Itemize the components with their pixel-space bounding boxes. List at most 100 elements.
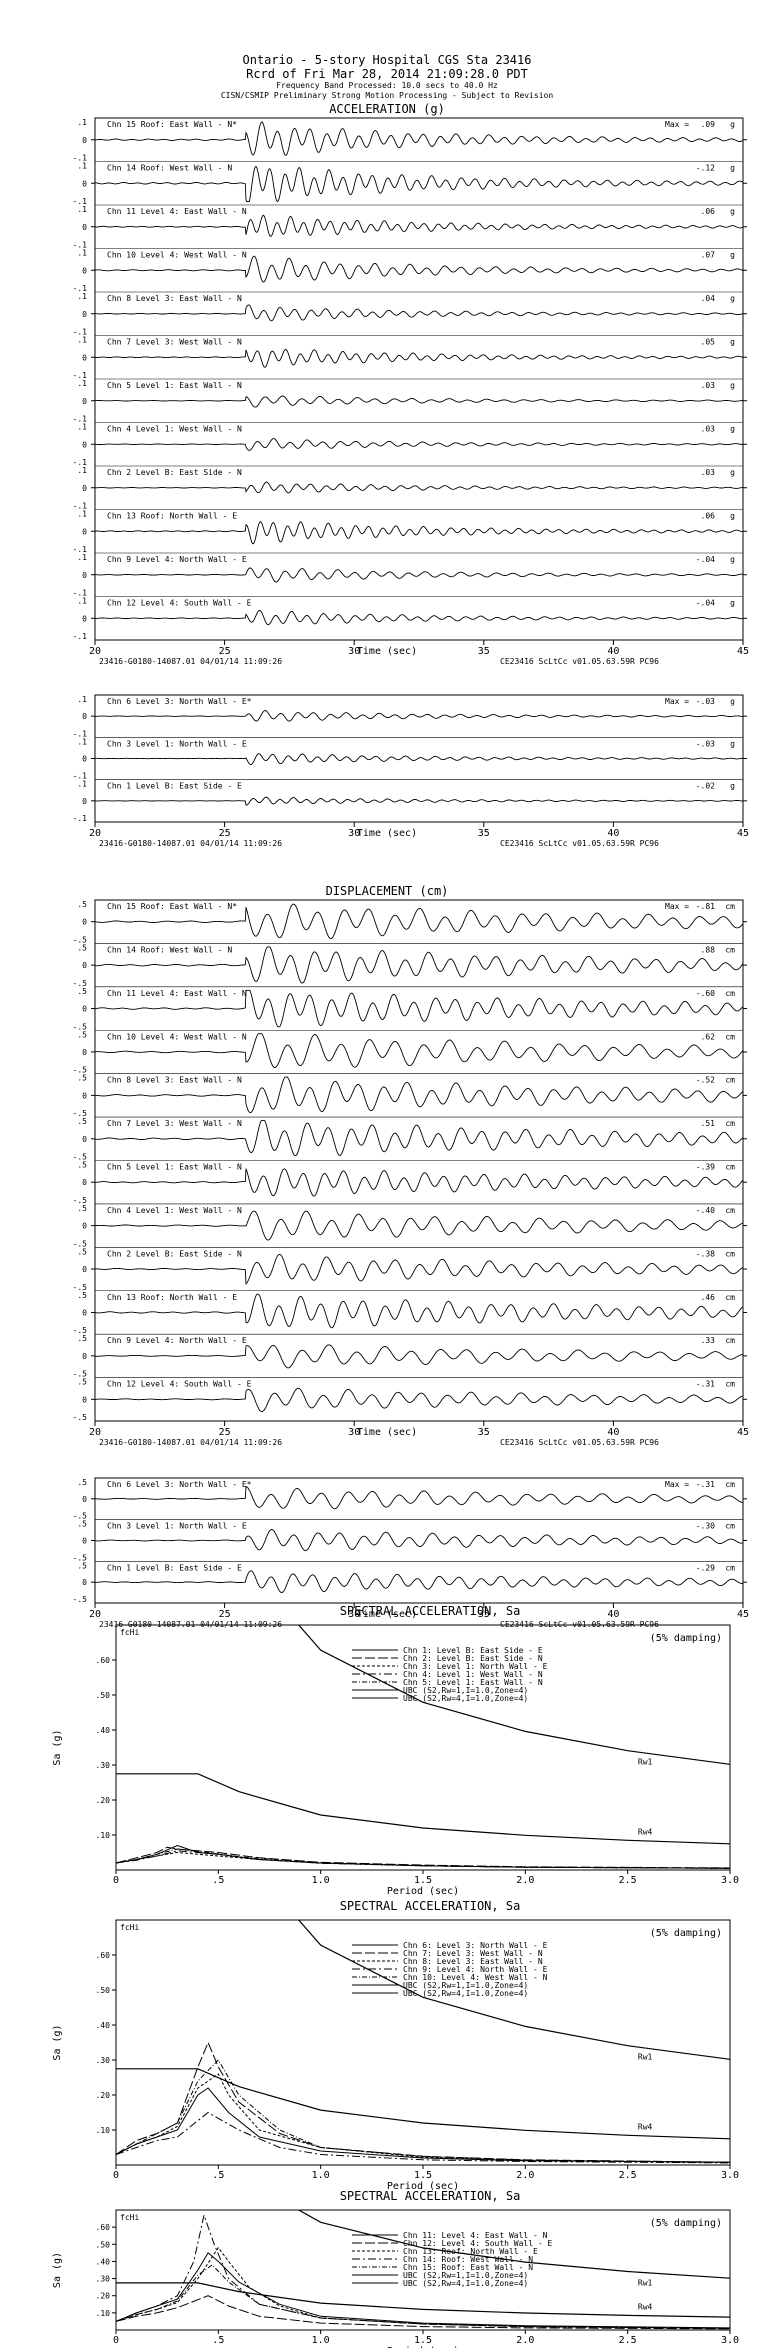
x-tick-label: 2.5 — [619, 1875, 637, 1886]
channel-label: Chn 12 Level 4: South Wall - E — [107, 1380, 252, 1389]
y-tick-label-bottom: -.1 — [73, 371, 88, 380]
waveform-line — [94, 438, 743, 451]
peak-unit: cm — [725, 1480, 735, 1489]
trace-row-chn-14-roof-west-wall-n: .5 0 -.5 Chn 14 Roof: West Wall - N .88 cm — [73, 943, 747, 988]
trace-row-chn-8-level-3-east-wall-n: .5 0 -.5 Chn 8 Level 3: East Wall - N -.52 cm — [73, 1073, 747, 1118]
peak-value: .51 — [701, 1119, 716, 1128]
peak-value: .03 — [701, 381, 716, 390]
x-tick-label: 40 — [607, 646, 619, 657]
ubc-rw1-curve — [297, 1920, 730, 2060]
peak-value: -.31 — [696, 1380, 715, 1389]
channel-label: Chn 14 Roof: West Wall - N — [107, 945, 232, 954]
y-tick-label: .20 — [96, 1796, 111, 1805]
y-tick-label-zero: 0 — [82, 755, 87, 764]
waveform-line — [95, 1344, 744, 1369]
peak-unit: g — [730, 555, 735, 564]
trace-row-chn-10-level-4-west-wall-n: .5 0 -.5 Chn 10 Level 4: West Wall - N .62 cm — [73, 1029, 747, 1075]
trace-row-chn-2-level-b-east-side-n: .1 0 -.1 Chn 2 Level B: East Side - N .03 g — [73, 465, 747, 511]
peak-unit: cm — [725, 1119, 735, 1128]
x-tick-label: 35 — [478, 828, 490, 839]
peak-unit: g — [730, 120, 735, 129]
y-tick-label-top: .1 — [77, 597, 87, 606]
legend-entry: UBC (S2,Rw=1,I=1.0,Zone=4) — [403, 2271, 528, 2280]
x-tick-label: 35 — [478, 1427, 490, 1438]
y-tick-label: .10 — [96, 2126, 111, 2135]
x-tick-label: 0 — [113, 2170, 119, 2181]
trace-row-chn-9-level-4-north-wall-e: .1 0 -.1 Chn 9 Level 4: North Wall - E -.04 g — [73, 552, 747, 598]
peak-unit: g — [730, 468, 735, 477]
ubc-rw4-curve — [116, 1773, 730, 1845]
y-tick-label: .40 — [96, 2257, 111, 2266]
y-tick-label-top: .1 — [77, 118, 87, 127]
legend-entry: UBC (S2,Rw=4,I=1.0,Zone=4) — [403, 1694, 528, 1703]
y-tick-label-bottom: -.1 — [73, 284, 88, 293]
y-tick-label: .40 — [96, 2021, 111, 2030]
trace-row-chn-5-level-1-east-wall-n: .1 0 -.1 Chn 5 Level 1: East Wall - N .03 g — [73, 378, 747, 424]
channel-label: Chn 11 Level 4: East Wall - N — [107, 989, 247, 998]
channel-label: Chn 1 Level B: East Side - E — [107, 1563, 242, 1572]
damping-note: (5% damping) — [650, 1633, 722, 1644]
channel-label: Chn 8 Level 3: East Wall - N — [107, 294, 242, 303]
spectrum-curve-3 — [116, 2073, 730, 2164]
x-tick-label: 1.5 — [414, 2170, 432, 2181]
channel-label: Chn 7 Level 3: West Wall - N — [107, 338, 242, 347]
y-tick-label-top: .5 — [77, 1334, 87, 1343]
peak-unit: cm — [725, 1249, 735, 1258]
y-tick-label-top: .5 — [77, 1117, 87, 1126]
channel-label: Chn 15 Roof: East Wall - N* — [107, 902, 237, 911]
peak-unit: g — [730, 425, 735, 434]
legend-entry: Chn 3: Level 1: North Wall - E — [403, 1662, 548, 1671]
peak-value: -.39 — [696, 1163, 715, 1172]
channel-label: Chn 8 Level 3: East Wall - N — [107, 1076, 242, 1085]
y-tick-label-zero: 0 — [82, 1135, 87, 1144]
y-tick-label-bottom: -.1 — [73, 328, 88, 337]
y-tick-label: .50 — [96, 2240, 111, 2249]
waveform-line — [94, 521, 743, 545]
waveform-line — [95, 609, 744, 626]
trace-row-chn-13-roof-north-wall-e: .1 0 -.1 Chn 13 Roof: North Wall - E .06 g — [73, 509, 747, 554]
header-notice: CISN/CSMIP Preliminary Strong Motion Pro… — [221, 91, 554, 100]
y-tick-label-top: .1 — [77, 737, 87, 746]
channel-label: Chn 10 Level 4: West Wall - N — [107, 251, 247, 260]
trace-row-chn-15-roof-east-wall-n: .5 0 -.5 Chn 15 Roof: East Wall - N* Max = -.… — [73, 900, 747, 944]
x-tick-label: 20 — [89, 1609, 101, 1620]
trace-row-chn-7-level-3-west-wall-n: .5 0 -.5 Chn 7 Level 3: West Wall - N .51 cm — [73, 1116, 747, 1162]
header-band: Frequency Band Processed: 10.0 secs to 4… — [276, 81, 498, 90]
trace-row-chn-13-roof-north-wall-e: .5 0 -.5 Chn 13 Roof: North Wall - E .46 cm — [73, 1290, 747, 1335]
channel-label: Chn 9 Level 4: North Wall - E — [107, 555, 247, 564]
trace-row-chn-9-level-4-north-wall-e: .5 0 -.5 Chn 9 Level 4: North Wall - E .33 cm — [73, 1333, 747, 1379]
legend-entry: UBC (S2,Rw=4,I=1.0,Zone=4) — [403, 2279, 528, 2288]
y-tick-label-top: .5 — [77, 1378, 87, 1387]
y-tick-label-zero: 0 — [82, 484, 87, 493]
y-tick-label-bottom: -.1 — [73, 154, 88, 163]
y-tick-label-top: .5 — [77, 1478, 87, 1487]
max-label: Max = — [665, 902, 689, 911]
y-tick-label-bottom: -.5 — [73, 1370, 88, 1379]
trace-row-chn-4-level-1-west-wall-n: .5 0 -.5 Chn 4 Level 1: West Wall - N -.40 cm — [73, 1203, 747, 1248]
x-tick-label: 25 — [219, 1609, 231, 1620]
trace-row-chn-10-level-4-west-wall-n: .1 0 -.1 Chn 10 Level 4: West Wall - N .07 g — [73, 248, 747, 293]
x-tick-label: 2.0 — [516, 2170, 534, 2181]
channel-label: Chn 4 Level 1: West Wall - N — [107, 1206, 242, 1215]
spectral-panel-2: SPECTRAL ACCELERATION, Sa fcHi (5% damping… — [52, 1899, 739, 2192]
y-tick-label-bottom: -.5 — [73, 1553, 88, 1562]
trace-row-chn-14-roof-west-wall-n: .1 0 -.1 Chn 14 Roof: West Wall - N -.12 g — [73, 161, 747, 206]
spectrum-curve-2 — [116, 2041, 730, 2163]
legend-entry: Chn 14: Roof: West Wall - N — [403, 2255, 533, 2264]
waveform-line — [95, 481, 744, 494]
waveform-line — [95, 903, 744, 940]
y-tick-label-bottom: -.1 — [73, 589, 88, 598]
legend-entry: Chn 10: Level 4: West Wall - N — [403, 1973, 548, 1982]
footer-left: 23416-G0180-14087.01 04/01/14 11:09:26 — [99, 657, 282, 666]
y-tick-label: .50 — [96, 1986, 111, 1995]
y-tick-label-zero: 0 — [82, 353, 87, 362]
peak-value: .07 — [701, 251, 716, 260]
y-tick-label-top: .5 — [77, 1247, 87, 1256]
y-tick-label-top: .5 — [77, 1291, 87, 1300]
x-tick-label: 2.5 — [619, 2335, 637, 2346]
y-tick-label-top: .1 — [77, 466, 87, 475]
waveform-line — [95, 753, 744, 766]
y-tick-label-top: .5 — [77, 987, 87, 996]
y-tick-label-top: .1 — [77, 423, 87, 432]
